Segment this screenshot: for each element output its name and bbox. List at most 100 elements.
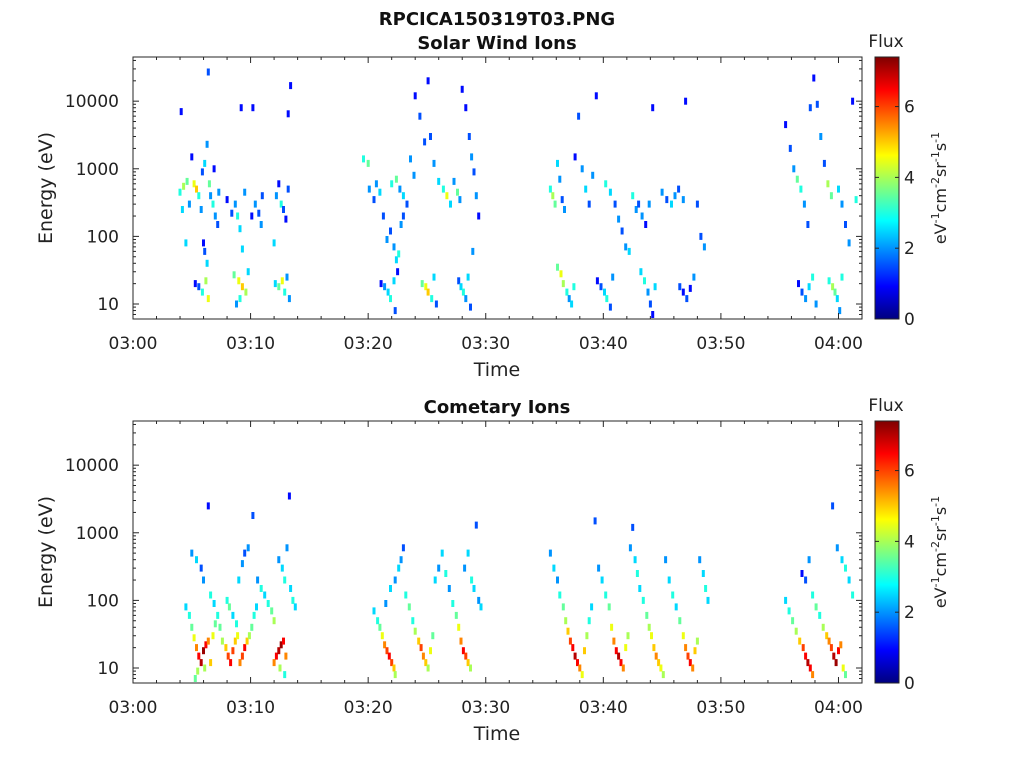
heatmap-cell	[686, 652, 690, 660]
heatmap-cell	[459, 637, 463, 645]
heatmap-cell	[681, 196, 685, 204]
heatmap-cell	[567, 295, 571, 303]
heatmap-cell	[235, 620, 238, 628]
heatmap-cell	[399, 556, 403, 564]
heatmap-cell	[837, 185, 840, 193]
heatmap-cell	[362, 155, 365, 163]
heatmap-cell	[393, 671, 397, 679]
heatmap-cell	[240, 283, 244, 291]
heatmap-cell	[440, 549, 444, 557]
heatmap-cell	[464, 652, 468, 660]
plot-frame-cometary	[132, 420, 863, 684]
heatmap-cell	[851, 97, 855, 105]
heatmap-cell	[607, 603, 611, 611]
cb-unit-ev: eV	[931, 587, 950, 608]
heatmap-cell	[552, 564, 556, 572]
heatmap-cell	[591, 171, 595, 179]
x-tick-label: 03:10	[226, 334, 275, 354]
heatmap-cell	[259, 585, 263, 592]
heatmap-cell	[260, 192, 264, 200]
heatmap-cell	[840, 273, 844, 281]
heatmap-cell	[195, 185, 198, 193]
heatmap-cell	[811, 591, 815, 599]
heatmap-cell	[398, 185, 402, 193]
heatmap-cell	[372, 196, 376, 204]
x-tick-label: 03:00	[109, 698, 158, 718]
heatmap-cell	[432, 273, 436, 281]
heatmap-cell	[239, 104, 243, 112]
panel-title-cometary: Cometary Ions	[424, 397, 571, 418]
x-tick-label: 03:40	[579, 698, 628, 718]
heatmap-cell	[812, 74, 816, 82]
heatmap-cell	[474, 192, 478, 200]
heatmap-cell	[202, 647, 205, 655]
heatmap-cell	[572, 283, 576, 291]
heatmap-cell	[197, 283, 201, 291]
heatmap-cell	[671, 591, 675, 599]
cb-exp-s: -1	[929, 132, 942, 143]
heatmap-cell	[243, 549, 247, 557]
heatmap-cell	[472, 585, 476, 592]
colorbar-label-cometary: eV-1cm-2sr-1s-1	[929, 496, 950, 608]
heatmap-cell	[580, 671, 584, 679]
heatmap-cell	[291, 596, 295, 604]
heatmap-cell	[209, 192, 213, 200]
heatmap-cell	[197, 192, 201, 200]
heatmap-cell	[237, 277, 241, 285]
heatmap-cell	[231, 611, 235, 619]
heatmap-cell	[195, 556, 198, 564]
x-tick-label: 03:40	[579, 334, 628, 354]
heatmap-cell	[243, 644, 247, 652]
heatmap-cell	[286, 110, 290, 118]
heatmap-cell	[466, 659, 470, 667]
heatmap-cell	[229, 659, 233, 667]
heatmap-cell	[216, 221, 220, 228]
y-tick-label: 100	[87, 227, 119, 247]
x-tick-label: 03:20	[344, 334, 393, 354]
heatmap-cell	[464, 104, 468, 112]
heatmap-cell	[570, 300, 574, 308]
heatmap-cell	[593, 517, 597, 525]
heatmap-cell	[196, 667, 200, 675]
heatmap-cell	[243, 188, 247, 196]
colorbar-ticks-solar-wind: 0 2 4 6	[875, 98, 915, 330]
heatmap-cell	[445, 192, 449, 200]
heatmap-cell	[389, 585, 392, 592]
heatmap-cell	[424, 659, 428, 667]
heatmap-cell	[799, 185, 803, 193]
heatmap-cell	[235, 300, 238, 308]
heatmap-cell	[640, 212, 644, 220]
heatmap-cell	[639, 268, 643, 276]
heatmap-cell	[193, 280, 197, 288]
heatmap-cell	[205, 259, 209, 267]
y-tick-label: 100	[87, 591, 119, 611]
heatmap-cell	[184, 603, 188, 611]
heatmap-cell	[387, 652, 391, 660]
colorbar-cometary	[874, 420, 900, 684]
heatmap-cell	[840, 556, 844, 564]
heatmap-cell	[469, 664, 472, 672]
heatmap-cell	[426, 288, 430, 296]
heatmap-cell	[226, 652, 230, 660]
heatmap-cell	[631, 523, 635, 531]
heatmap-cell	[688, 284, 692, 292]
x-tick-label: 03:30	[461, 698, 510, 718]
heatmap-cell	[472, 168, 476, 176]
heatmap-cell	[819, 133, 823, 140]
heatmap-cell	[801, 644, 805, 652]
heatmap-cell	[431, 632, 435, 640]
heatmap-cell	[192, 180, 196, 188]
heatmap-cell	[835, 295, 839, 303]
plot-frame-solar-wind	[132, 56, 863, 320]
y-tick-label: 10000	[65, 92, 119, 112]
heatmap-cell	[220, 637, 224, 645]
heatmap-cell	[558, 591, 562, 599]
heatmap-cell	[280, 277, 284, 285]
heatmap-cell	[650, 632, 653, 640]
heatmap-cell	[204, 277, 208, 285]
heatmap-cell	[647, 200, 651, 208]
heatmap-cell	[200, 288, 204, 296]
cb-exp-cm: -2	[929, 177, 942, 188]
heatmap-cell	[277, 556, 281, 564]
heatmap-cell	[612, 637, 616, 645]
